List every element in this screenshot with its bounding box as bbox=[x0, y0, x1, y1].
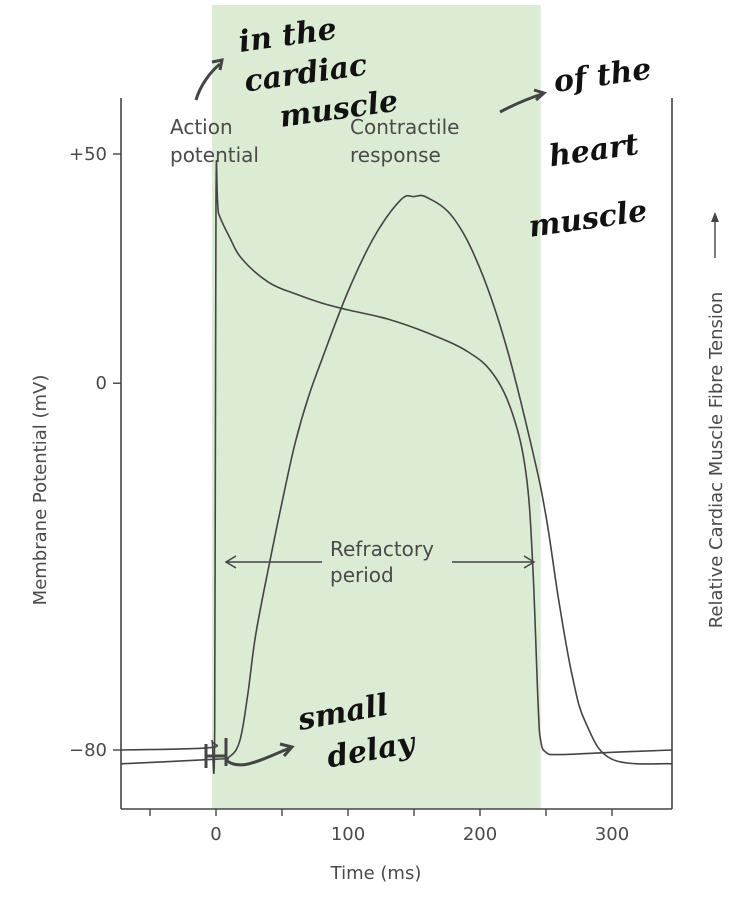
refractory-shaded-region bbox=[212, 5, 541, 809]
x-tick-label: 100 bbox=[331, 824, 365, 845]
x-axis-title: Time (ms) bbox=[330, 863, 422, 884]
right-axis-arrowhead bbox=[711, 212, 719, 222]
y-tick-label: −80 bbox=[69, 740, 107, 761]
y-tick-label: 0 bbox=[96, 373, 107, 394]
refractory-period-label: Refractory period bbox=[330, 537, 434, 587]
action-potential-line bbox=[120, 160, 673, 775]
refractory-arrowhead-left bbox=[224, 555, 237, 569]
refractory-arrowhead-right bbox=[523, 555, 536, 569]
y-tick-group: +50 0 −80 bbox=[69, 144, 121, 761]
action-potential-label: Action potential bbox=[170, 115, 259, 167]
left-axis-title: Membrane Potential (mV) bbox=[30, 375, 51, 606]
contractile-response-label: Contractile response bbox=[350, 115, 459, 167]
x-tick-group: 0 100 200 300 bbox=[149, 809, 629, 845]
contractile-response-line bbox=[120, 194, 673, 765]
x-tick-label: 300 bbox=[595, 824, 629, 845]
right-axis-title: Relative Cardiac Muscle Fibre Tension bbox=[706, 292, 727, 629]
y-tick-label: +50 bbox=[69, 144, 107, 165]
x-tick-label: 200 bbox=[463, 824, 497, 845]
x-tick-label: 0 bbox=[210, 824, 221, 845]
